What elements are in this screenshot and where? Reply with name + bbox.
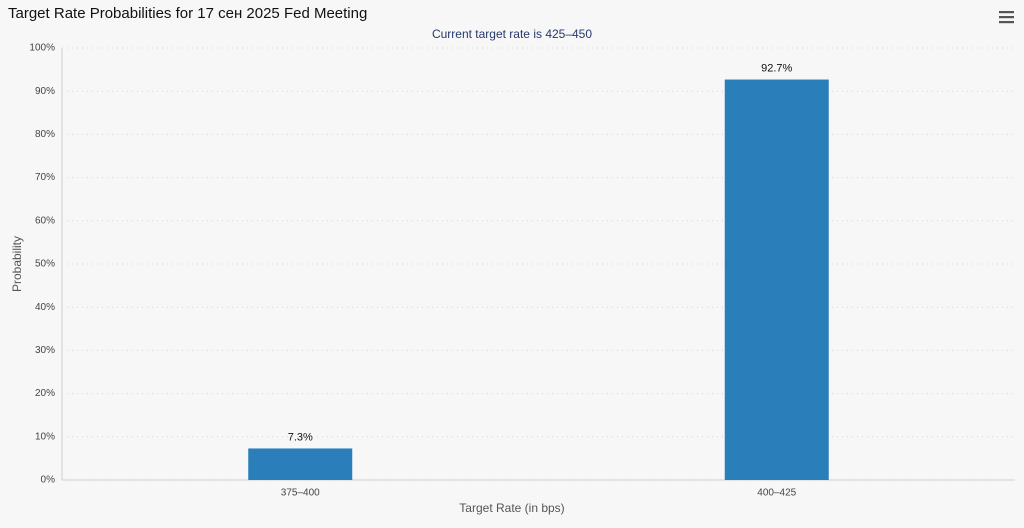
data-label: 7.3% xyxy=(288,431,313,443)
y-axis-title: Probability xyxy=(10,236,24,292)
y-tick-label: 60% xyxy=(35,215,55,226)
menu-bar[interactable] xyxy=(999,16,1014,19)
y-tick-label: 90% xyxy=(35,86,55,97)
y-tick-label: 70% xyxy=(35,172,55,183)
y-tick-label: 20% xyxy=(35,388,55,399)
menu-button[interactable] xyxy=(999,11,1014,24)
y-tick-label: 100% xyxy=(29,43,55,54)
x-axis-title: Target Rate (in bps) xyxy=(459,501,564,515)
x-tick-label: 375–400 xyxy=(281,488,320,499)
y-tick-label: 0% xyxy=(41,475,56,486)
y-tick-label: 50% xyxy=(35,259,55,270)
chart-subtitle: Current target rate is 425–450 xyxy=(432,27,592,41)
menu-bar[interactable] xyxy=(999,21,1014,24)
y-tick-label: 40% xyxy=(35,302,55,313)
y-tick-label: 30% xyxy=(35,345,55,356)
bar xyxy=(724,79,829,480)
x-tick-label: 400–425 xyxy=(757,488,796,499)
menu-bar[interactable] xyxy=(999,11,1014,14)
chart-title: Target Rate Probabilities for 17 сен 202… xyxy=(8,5,367,22)
y-tick-label: 10% xyxy=(35,431,55,442)
bar xyxy=(248,448,353,480)
data-label: 92.7% xyxy=(761,62,792,74)
y-tick-label: 80% xyxy=(35,129,55,140)
